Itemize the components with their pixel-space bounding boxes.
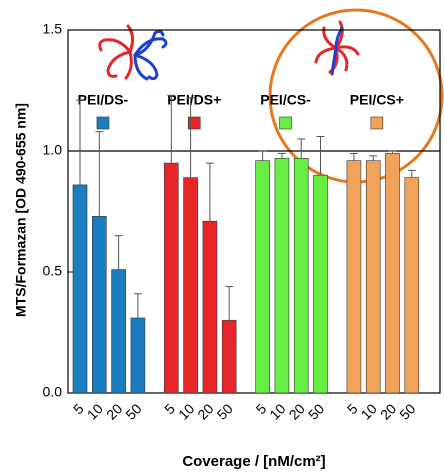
bar — [184, 178, 198, 393]
x-tick-label: 50 — [214, 400, 236, 422]
bar — [294, 158, 308, 393]
legend-swatch — [188, 117, 200, 129]
legend-swatch — [280, 117, 292, 129]
x-axis-title: Coverage / [nM/cm²] — [182, 453, 325, 470]
bar — [347, 161, 361, 393]
bar — [131, 318, 145, 393]
bar — [222, 320, 236, 393]
legend-swatch — [97, 117, 109, 129]
legend-label: PEI/CS+ — [350, 92, 404, 108]
chart: MTS/Formazan [OD 490-655 nm] Coverage / … — [0, 0, 444, 473]
y-tick-label: 1.0 — [43, 142, 63, 158]
x-tick-label: 50 — [305, 400, 327, 422]
legend-label: PEI/DS+ — [167, 92, 221, 108]
x-tick-label: 5 — [161, 400, 178, 417]
x-tick-label: 50 — [396, 400, 418, 422]
bar — [256, 161, 270, 393]
x-tick-label: 5 — [70, 400, 87, 417]
y-tick-label: 0.5 — [43, 263, 63, 279]
bar — [386, 153, 400, 393]
bar — [164, 163, 178, 393]
x-tick-label: 5 — [253, 400, 270, 417]
bar — [73, 185, 87, 393]
bar — [405, 178, 419, 393]
bar — [275, 158, 289, 393]
y-axis-title: MTS/Formazan [OD 490-655 nm] — [13, 103, 29, 317]
x-tick-label: 5 — [344, 400, 361, 417]
legend-label: PEI/DS- — [78, 92, 129, 108]
y-tick-label: 0.0 — [43, 384, 63, 400]
y-tick-label: 1.5 — [43, 21, 63, 37]
legend-label: PEI/CS- — [260, 92, 311, 108]
bar — [92, 216, 106, 393]
bar — [314, 175, 328, 393]
bar — [203, 221, 217, 393]
x-tick-label: 50 — [122, 400, 144, 422]
bar — [112, 270, 126, 393]
legend-swatch — [371, 117, 383, 129]
bar — [366, 161, 380, 393]
